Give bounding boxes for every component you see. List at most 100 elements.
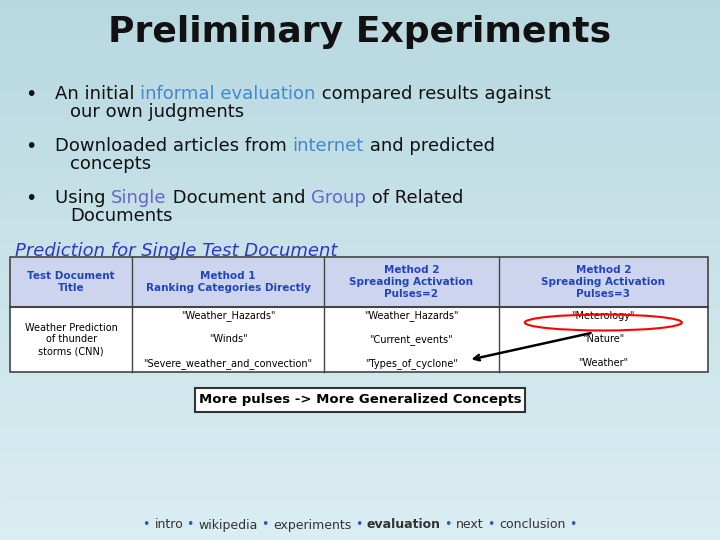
Text: "Meterology"

"Nature"

"Weather": "Meterology" "Nature" "Weather" bbox=[572, 311, 635, 368]
Bar bbox=[0, 521, 720, 524]
Bar bbox=[0, 178, 720, 181]
Bar bbox=[0, 526, 720, 529]
Text: intro: intro bbox=[154, 518, 183, 531]
Bar bbox=[0, 26, 720, 30]
Bar bbox=[0, 485, 720, 489]
Bar bbox=[0, 164, 720, 167]
Bar bbox=[0, 221, 720, 224]
Bar bbox=[0, 477, 720, 481]
Bar bbox=[0, 399, 720, 402]
Text: concepts: concepts bbox=[70, 155, 151, 173]
Bar bbox=[0, 342, 720, 346]
Bar bbox=[0, 440, 720, 443]
Bar bbox=[0, 442, 720, 446]
Bar bbox=[0, 183, 720, 186]
Bar bbox=[0, 491, 720, 494]
Text: internet: internet bbox=[292, 137, 364, 155]
Bar bbox=[0, 253, 720, 256]
Bar bbox=[0, 237, 720, 240]
Bar bbox=[0, 402, 720, 405]
Text: conclusion: conclusion bbox=[499, 518, 566, 531]
Bar bbox=[0, 269, 720, 273]
Bar bbox=[0, 375, 720, 378]
Bar bbox=[0, 86, 720, 89]
Bar bbox=[0, 194, 720, 197]
Bar bbox=[0, 278, 720, 281]
Bar bbox=[0, 124, 720, 127]
Bar bbox=[0, 348, 720, 351]
Bar bbox=[0, 170, 720, 173]
Bar bbox=[0, 512, 720, 516]
Bar bbox=[0, 113, 720, 116]
Bar bbox=[0, 72, 720, 76]
Bar bbox=[0, 523, 720, 526]
Bar bbox=[0, 229, 720, 232]
Bar bbox=[195, 388, 525, 412]
Bar bbox=[0, 318, 720, 321]
Bar bbox=[0, 56, 720, 59]
Bar bbox=[0, 469, 720, 472]
Bar bbox=[0, 264, 720, 267]
Text: •: • bbox=[441, 518, 456, 531]
Bar bbox=[0, 494, 720, 497]
Bar bbox=[0, 475, 720, 478]
Bar bbox=[0, 53, 720, 57]
Text: Method 1
Ranking Categories Directly: Method 1 Ranking Categories Directly bbox=[145, 271, 310, 293]
Text: •: • bbox=[25, 85, 37, 104]
Bar bbox=[0, 483, 720, 486]
Bar bbox=[0, 167, 720, 170]
Text: Using: Using bbox=[55, 189, 112, 207]
Bar bbox=[10, 257, 708, 372]
Text: "Weather_Hazards"

"Winds"

"Severe_weather_and_convection": "Weather_Hazards" "Winds" "Severe_weathe… bbox=[143, 310, 312, 369]
Bar bbox=[0, 369, 720, 373]
Text: Document and: Document and bbox=[167, 189, 311, 207]
Bar bbox=[0, 137, 720, 140]
Bar bbox=[0, 232, 720, 235]
Bar bbox=[0, 305, 720, 308]
Bar bbox=[0, 62, 720, 65]
Bar bbox=[0, 207, 720, 211]
Bar bbox=[0, 480, 720, 483]
Bar bbox=[0, 8, 720, 11]
Bar bbox=[0, 234, 720, 238]
Text: and predicted: and predicted bbox=[364, 137, 495, 155]
Text: An initial: An initial bbox=[55, 85, 140, 103]
Bar bbox=[0, 334, 720, 338]
Bar bbox=[0, 70, 720, 73]
Bar bbox=[0, 83, 720, 86]
Bar bbox=[0, 134, 720, 138]
Bar bbox=[0, 116, 720, 119]
Bar bbox=[0, 407, 720, 410]
Text: •: • bbox=[25, 137, 37, 156]
Bar bbox=[0, 394, 720, 397]
Bar bbox=[0, 89, 720, 92]
Text: Test Document
Title: Test Document Title bbox=[27, 271, 115, 293]
Bar bbox=[0, 210, 720, 213]
Bar bbox=[0, 37, 720, 40]
Bar bbox=[0, 515, 720, 518]
Text: Single: Single bbox=[112, 189, 167, 207]
Bar bbox=[0, 188, 720, 192]
Bar bbox=[0, 299, 720, 302]
Bar bbox=[0, 313, 720, 316]
Bar bbox=[0, 18, 720, 22]
Bar bbox=[0, 418, 720, 421]
Bar bbox=[0, 143, 720, 146]
Bar bbox=[0, 350, 720, 354]
Text: compared results against: compared results against bbox=[315, 85, 551, 103]
Bar bbox=[0, 94, 720, 97]
Bar bbox=[0, 248, 720, 251]
Bar bbox=[0, 29, 720, 32]
Bar bbox=[0, 464, 720, 467]
Bar bbox=[0, 472, 720, 475]
Bar bbox=[0, 78, 720, 81]
Bar bbox=[0, 172, 720, 176]
Bar bbox=[0, 531, 720, 535]
Bar bbox=[0, 296, 720, 300]
Bar bbox=[0, 218, 720, 221]
Bar bbox=[0, 415, 720, 418]
Bar bbox=[0, 504, 720, 508]
Bar bbox=[0, 429, 720, 432]
Bar bbox=[0, 456, 720, 459]
Bar bbox=[0, 380, 720, 383]
